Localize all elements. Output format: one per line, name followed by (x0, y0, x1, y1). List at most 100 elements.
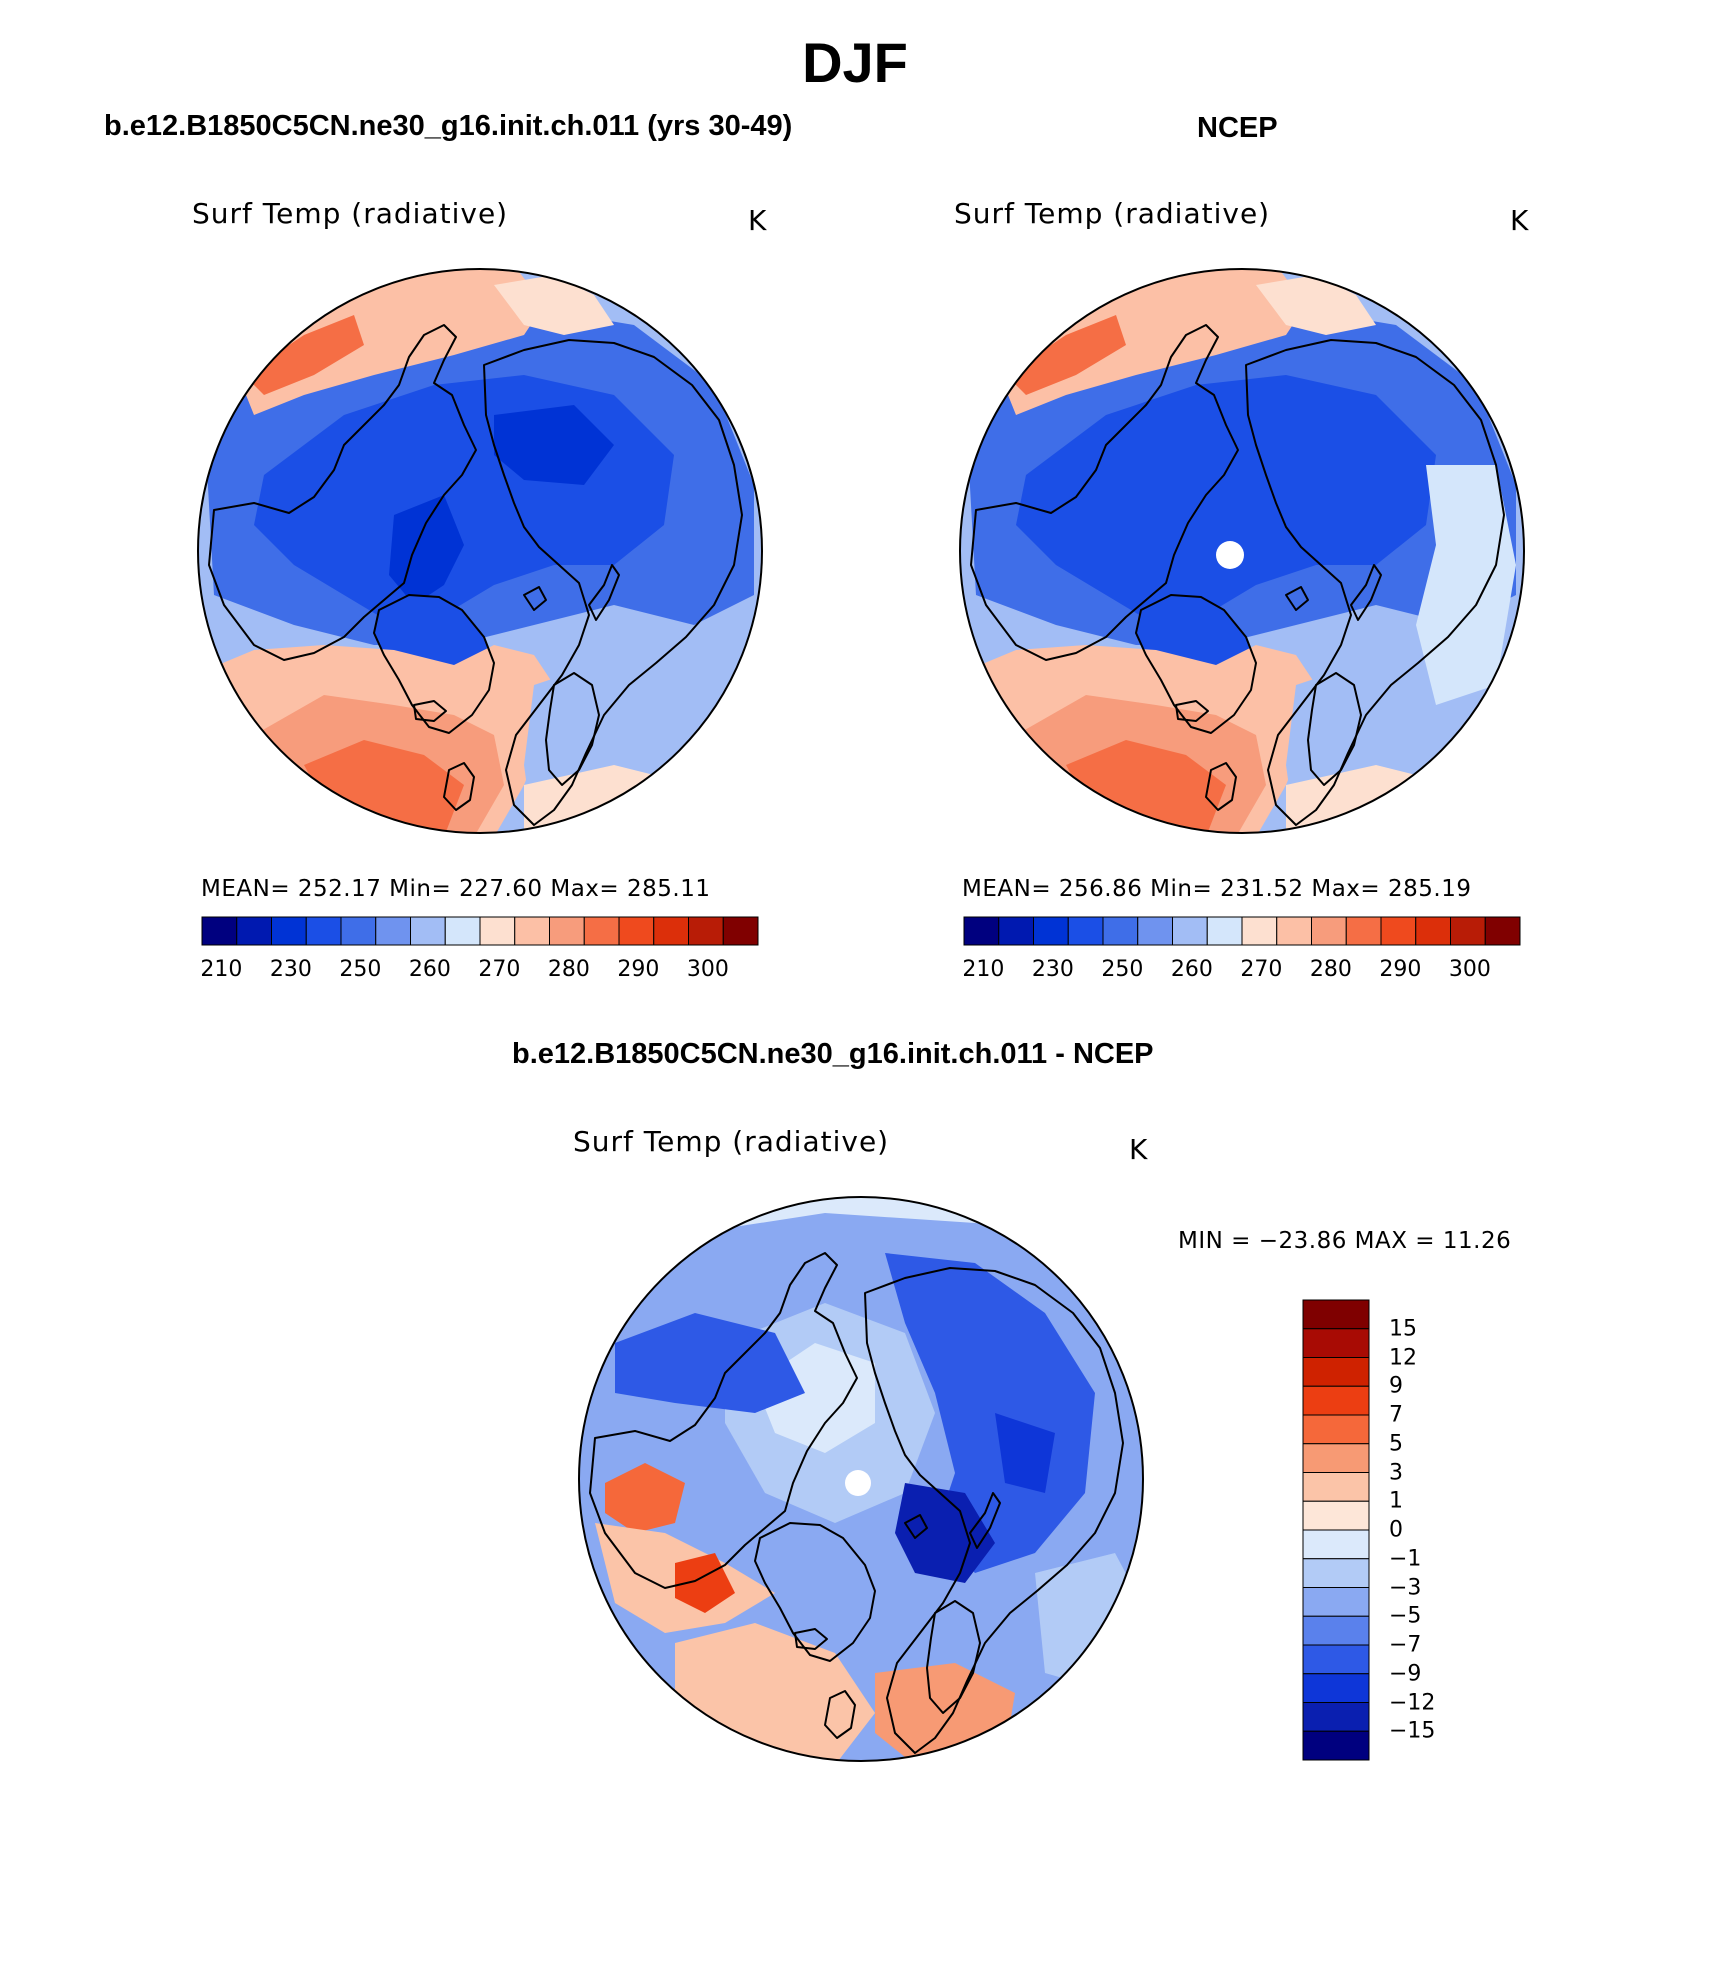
colorbar-box (653, 916, 689, 946)
colorbar-tick-label: −1 (1389, 1546, 1422, 1572)
coastline (1205, 762, 1237, 811)
panel-1-variable-label: Surf Temp (radiative) (192, 197, 509, 230)
colorbar-box (1302, 1472, 1370, 1502)
colorbar-box (340, 916, 377, 946)
colorbar-box (1302, 1644, 1370, 1675)
colorbar-tick-label: 5 (1389, 1431, 1403, 1457)
colorbar-box (514, 916, 550, 946)
colorbar-tick-label: −15 (1389, 1718, 1436, 1744)
field-region (895, 1483, 995, 1583)
colorbar-tick-label: 9 (1389, 1373, 1403, 1399)
colorbar-tick-label: 270 (478, 957, 521, 982)
colorbar-tick-label: 1 (1389, 1488, 1403, 1514)
coastline (413, 700, 447, 722)
panel-1-title: b.e12.B1850C5CN.ne30_g16.init.ch.011 (yr… (104, 110, 793, 142)
panel-3-variable-label: Surf Temp (radiative) (573, 1125, 890, 1158)
field-region (494, 405, 614, 485)
colorbar-tick-label: 270 (1240, 957, 1283, 982)
colorbar-box (375, 916, 411, 946)
colorbar-box (1302, 1558, 1370, 1588)
figure-title: DJF (802, 31, 908, 94)
coastline (824, 1690, 856, 1739)
colorbar-tick-label: −3 (1389, 1575, 1422, 1600)
colorbar-box (410, 916, 446, 946)
colorbar-box (1415, 916, 1451, 946)
coastline (1350, 564, 1382, 621)
coastline (523, 586, 547, 611)
colorbar-tick-label: 250 (1101, 957, 1144, 982)
colorbar-tick-label: −5 (1389, 1603, 1422, 1629)
panel-2-colorbar (963, 916, 1521, 946)
field-region (1006, 315, 1126, 395)
coastline (754, 1522, 876, 1662)
panel-1-stats: MEAN= 252.17 Min= 227.60 Max= 285.11 (201, 876, 711, 902)
pole-missing-data (1216, 541, 1244, 569)
colorbar-box (1345, 916, 1382, 946)
colorbar-tick-label: 210 (962, 957, 1005, 982)
colorbar-box (305, 916, 342, 946)
colorbar-box (583, 916, 620, 946)
coastline (969, 1492, 1001, 1549)
colorbar-box (1276, 916, 1312, 946)
colorbar-box (1450, 916, 1486, 946)
colorbar-box (444, 916, 481, 946)
colorbar-tick-label: 280 (1309, 957, 1352, 982)
colorbar-tick-label: 290 (617, 957, 660, 982)
coastline (926, 1600, 981, 1714)
coastline (545, 672, 600, 786)
colorbar-box (236, 916, 272, 946)
panel-3-stats: MIN = −23.86 MAX = 11.26 (1178, 1228, 1512, 1254)
field-region (615, 1313, 805, 1413)
colorbar-box (1137, 916, 1173, 946)
field-region (605, 1463, 685, 1533)
panel-3-units: K (1129, 1133, 1149, 1166)
colorbar-tick-label: −12 (1389, 1690, 1436, 1715)
colorbar-box (201, 916, 238, 946)
colorbar-box (1302, 1414, 1370, 1445)
colorbar-box (1302, 1673, 1370, 1703)
field-region (234, 269, 544, 415)
coastline (483, 339, 743, 826)
field-region (996, 269, 1306, 415)
colorbar-box (688, 916, 724, 946)
colorbar-tick-label: −7 (1389, 1632, 1422, 1658)
panel-1-map (197, 268, 763, 834)
colorbar-box (1172, 916, 1208, 946)
colorbar-tick-label: 3 (1389, 1460, 1403, 1485)
colorbar-box (1484, 916, 1521, 946)
colorbar-box (1302, 1587, 1370, 1617)
coastline (1135, 594, 1257, 734)
field-region (1416, 465, 1516, 705)
panel-1-units: K (748, 204, 768, 237)
coastline (904, 1514, 928, 1539)
panel-3-title: b.e12.B1850C5CN.ne30_g16.init.ch.011 - N… (512, 1038, 1154, 1070)
coastline (864, 1267, 1124, 1754)
colorbar-box (1102, 916, 1139, 946)
colorbar-tick-label: 15 (1389, 1316, 1417, 1342)
colorbar-box (1302, 1299, 1370, 1330)
colorbar-box (1380, 916, 1417, 946)
map-fill-layer (198, 269, 762, 833)
panel-2-title: NCEP (1197, 112, 1278, 144)
field-region (885, 1253, 1095, 1573)
colorbar-tick-label: 260 (408, 957, 451, 982)
colorbar-box (271, 916, 307, 946)
colorbar-tick-label: 290 (1379, 957, 1422, 982)
map-fill-layer (960, 269, 1524, 833)
coastline (1175, 700, 1209, 722)
panel-2-units: K (1510, 204, 1530, 237)
map-border (197, 268, 763, 834)
colorbar-box (1206, 916, 1243, 946)
colorbar-tick-label: −9 (1389, 1661, 1422, 1687)
colorbar-box (1302, 1443, 1370, 1473)
field-region (244, 315, 364, 395)
panel-2-map (959, 268, 1525, 834)
coastline (443, 762, 475, 811)
coastline (373, 594, 495, 734)
field-region (494, 275, 614, 335)
colorbar-box (618, 916, 655, 946)
colorbar-box (998, 916, 1034, 946)
colorbar-box (1302, 1500, 1370, 1531)
coastline (970, 324, 1239, 661)
map-border (959, 268, 1525, 834)
